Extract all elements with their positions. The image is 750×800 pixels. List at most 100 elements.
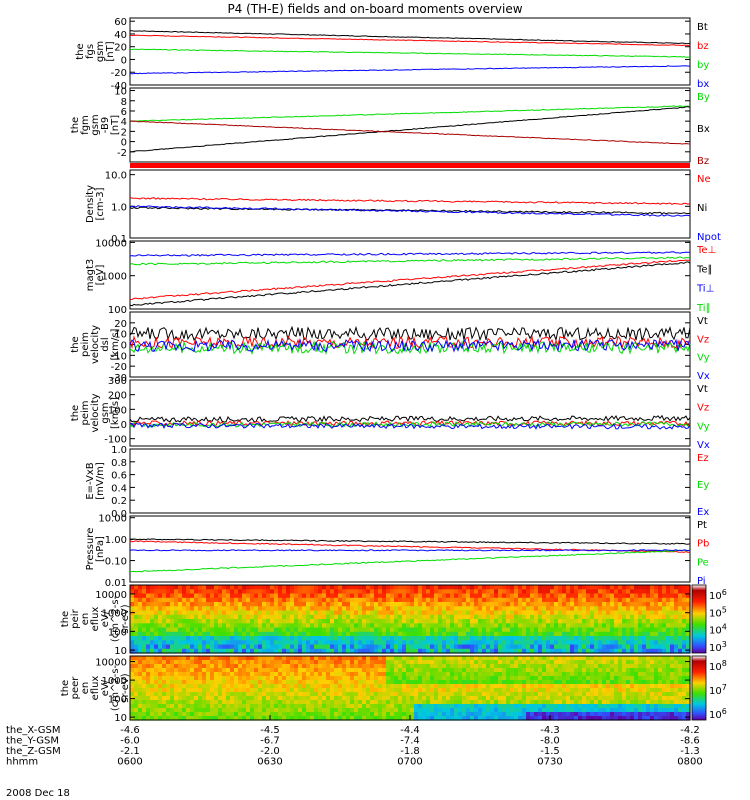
- spectrogram-cell: [202, 676, 207, 681]
- spectrogram-cell: [322, 656, 327, 661]
- spectrogram-cell: [678, 602, 683, 607]
- spectrogram-cell: [490, 619, 495, 624]
- spectrogram-cell: [250, 680, 255, 685]
- spectrogram-cell: [238, 644, 243, 650]
- spectrogram-cell: [330, 606, 335, 612]
- spectrogram-cell: [502, 712, 507, 717]
- spectrogram-cell: [570, 672, 575, 677]
- spectrogram-cell: [530, 597, 535, 603]
- spectrogram-cell: [598, 640, 603, 646]
- spectrogram-cell: [142, 700, 147, 705]
- spectrogram-cell: [230, 648, 235, 654]
- spectrogram-cell: [338, 640, 343, 646]
- legend-Ni: Ni: [697, 203, 707, 214]
- spectrogram-cell: [146, 640, 151, 646]
- spectrogram-cell: [470, 631, 475, 637]
- spectrogram-cell: [314, 704, 319, 709]
- spectrogram-cell: [602, 631, 607, 637]
- spectrogram-cell: [286, 644, 291, 650]
- spectrogram-cell: [554, 640, 559, 646]
- spectrogram-cell: [586, 636, 591, 641]
- spectrogram-cell: [630, 692, 635, 697]
- spectrogram-cell: [614, 708, 619, 713]
- spectrogram-cell: [362, 656, 367, 661]
- spectrogram-cell: [354, 593, 359, 599]
- spectrogram-cell: [618, 668, 623, 673]
- spectrogram-cell: [310, 631, 315, 637]
- spectrogram-cell: [450, 606, 455, 612]
- spectrogram-cell: [310, 716, 315, 721]
- spectrogram-cell: [138, 688, 143, 693]
- spectrogram-cell: [354, 623, 359, 629]
- y-tick-label: -10: [111, 351, 127, 362]
- spectrogram-cell: [386, 585, 391, 590]
- spectrogram-cell: [222, 668, 227, 673]
- spectrogram-cell: [410, 660, 415, 665]
- spectrogram-cell: [562, 610, 567, 616]
- spectrogram-cell: [450, 640, 455, 646]
- spectrogram-cell: [438, 606, 443, 612]
- spectrogram-cell: [346, 716, 351, 721]
- spectrogram-cell: [654, 627, 659, 633]
- spectrogram-cell: [350, 627, 355, 633]
- spectrogram-cell: [342, 656, 347, 661]
- spectrogram-cell: [434, 619, 439, 624]
- spectrogram-cell: [138, 692, 143, 697]
- spectrogram-cell: [678, 660, 683, 665]
- spectrogram-cell: [534, 660, 539, 665]
- spectrogram-cell: [466, 602, 471, 607]
- spectrogram-cell: [278, 623, 283, 629]
- spectrogram-cell: [614, 680, 619, 685]
- spectrogram-cell: [330, 593, 335, 599]
- spectrogram-cell: [678, 692, 683, 697]
- spectrogram-cell: [506, 688, 511, 693]
- spectrogram-cell: [634, 644, 639, 650]
- spectrogram-cell: [662, 648, 667, 654]
- spectrogram-cell: [262, 636, 267, 641]
- spectrogram-cell: [410, 688, 415, 693]
- spectrogram-cell: [538, 589, 543, 595]
- spectrogram-cell: [498, 700, 503, 705]
- spectrogram-cell: [678, 585, 683, 590]
- spectrogram-cell: [486, 656, 491, 661]
- spectrogram-cell: [322, 712, 327, 717]
- spectrogram-cell: [198, 589, 203, 595]
- spectrogram-cell: [502, 619, 507, 624]
- spectrogram-cell: [370, 660, 375, 665]
- spectrogram-cell: [498, 619, 503, 624]
- spectrogram-cell: [390, 593, 395, 599]
- spectrogram-cell: [438, 684, 443, 689]
- spectrogram-cell: [342, 696, 347, 701]
- spectrogram-cell: [682, 627, 687, 633]
- spectrogram-cell: [210, 585, 215, 590]
- spectrogram-cell: [554, 712, 559, 717]
- spectrogram-cell: [446, 680, 451, 685]
- spectrogram-cell: [354, 676, 359, 681]
- spectrogram-cell: [398, 610, 403, 616]
- spectrogram-cell: [254, 623, 259, 629]
- spectrogram-cell: [498, 716, 503, 721]
- spectrogram-cell: [254, 688, 259, 693]
- spectrogram-cell: [414, 712, 419, 717]
- spectrogram-cell: [642, 664, 647, 669]
- spectrogram-cell: [214, 656, 219, 661]
- spectrogram-cell: [178, 688, 183, 693]
- spectrogram-cell: [318, 593, 323, 599]
- spectrogram-cell: [566, 640, 571, 646]
- spectrogram-cell: [242, 623, 247, 629]
- spectrogram-cell: [310, 676, 315, 681]
- spectrogram-cell: [410, 640, 415, 646]
- spectrogram-cell: [374, 648, 379, 654]
- spectrogram-cell: [414, 680, 419, 685]
- spectrogram-cell: [238, 640, 243, 646]
- spectrogram-cell: [278, 664, 283, 669]
- spectrogram-cell: [210, 644, 215, 650]
- spectrogram-cell: [686, 700, 691, 705]
- spectrogram-cell: [138, 623, 143, 629]
- spectrogram-cell: [634, 672, 639, 677]
- spectrogram-cell: [630, 680, 635, 685]
- spectrogram-cell: [562, 644, 567, 650]
- spectrogram-cell: [542, 712, 547, 717]
- spectrogram-cell: [354, 672, 359, 677]
- spectrogram-cell: [522, 627, 527, 633]
